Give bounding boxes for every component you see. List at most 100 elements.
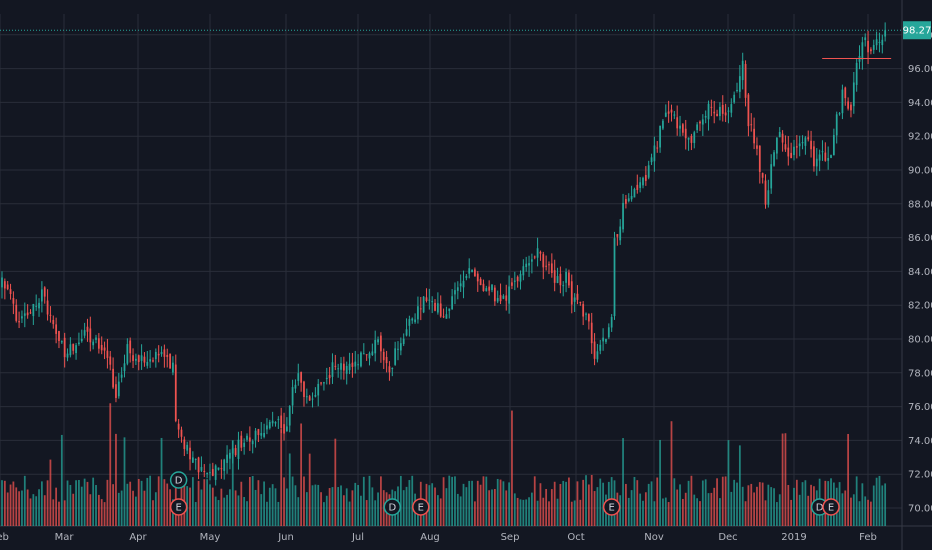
candle-body	[92, 341, 95, 346]
candle-body	[448, 308, 451, 311]
volume-bar	[881, 485, 884, 526]
volume-bar	[875, 477, 878, 526]
candle-body	[545, 265, 548, 267]
candle-body	[559, 273, 562, 286]
volume-bar	[491, 489, 493, 526]
dividend-marker[interactable]	[169, 471, 188, 489]
volume-bar	[197, 480, 200, 526]
candle-body	[821, 151, 824, 153]
volume-bar	[334, 438, 337, 526]
candle-body	[166, 354, 169, 357]
volume-bar	[795, 479, 798, 526]
candle-body	[43, 287, 46, 297]
x-tick-label: Nov	[644, 532, 664, 543]
candle-body	[493, 287, 496, 302]
volume-bar	[439, 498, 442, 526]
volume-bar	[43, 495, 46, 526]
volume-bar	[143, 490, 146, 526]
candle-body	[730, 104, 733, 113]
candle-body	[354, 361, 357, 367]
volume-bar	[508, 482, 510, 526]
candle-body	[288, 406, 291, 426]
candle-body	[565, 271, 567, 283]
volume-bar	[713, 487, 716, 526]
candle-body	[587, 314, 590, 322]
volume-bar	[320, 492, 322, 526]
volume-bar	[468, 480, 471, 526]
candle-body	[642, 177, 644, 186]
volume-bar	[66, 480, 69, 526]
volume-bar	[200, 489, 203, 526]
earnings-marker[interactable]	[412, 498, 430, 516]
volume-bar	[673, 478, 676, 526]
event-marker-label: E	[418, 503, 424, 514]
volume-bar	[644, 492, 647, 526]
volume-bar	[781, 433, 784, 526]
y-tick-label: 92.00	[908, 132, 932, 143]
volume-bar	[237, 495, 240, 526]
volume-bar	[9, 484, 12, 526]
candle-body	[214, 465, 217, 480]
volume-bar	[639, 493, 642, 526]
volume-bar	[240, 481, 243, 526]
candle-body	[266, 425, 268, 430]
volume-bar	[331, 487, 334, 526]
volume-bar	[653, 501, 656, 526]
candle-body	[340, 363, 342, 370]
candle-body	[129, 340, 132, 354]
volume-bar	[633, 476, 636, 526]
candle-body	[394, 348, 397, 365]
candle-body	[818, 154, 821, 161]
volume-bar	[325, 495, 328, 526]
candle-body	[770, 164, 773, 189]
volume-bar	[288, 453, 291, 526]
candle-body	[456, 287, 459, 291]
volume-bar	[408, 480, 411, 526]
candle-body	[220, 468, 223, 470]
earnings-marker[interactable]	[169, 498, 188, 516]
volume-bar	[664, 497, 667, 526]
volume-bar	[451, 476, 454, 526]
volume-bar	[268, 487, 271, 526]
dividend-marker[interactable]	[383, 498, 402, 516]
candle-body	[667, 111, 670, 114]
candle-body	[747, 94, 750, 127]
volume-bar	[573, 500, 576, 526]
volume-bar	[362, 476, 365, 526]
volume-bar	[716, 478, 718, 526]
candle-body	[693, 132, 696, 144]
candle-body	[58, 331, 60, 342]
candle-body	[405, 329, 408, 336]
earnings-marker[interactable]	[602, 498, 621, 516]
candle-body	[633, 188, 636, 198]
candle-body	[360, 352, 362, 367]
volume-bar	[596, 487, 599, 526]
volume-bar	[260, 494, 263, 526]
candle-body	[590, 322, 593, 344]
volume-bar	[160, 437, 163, 526]
candle-body	[636, 184, 639, 190]
volume-bar	[656, 477, 659, 526]
candle-body	[277, 418, 280, 420]
y-tick-label: 96.00	[908, 64, 932, 75]
candle-body	[143, 356, 146, 363]
volume-bar	[115, 433, 117, 526]
volume-bar	[254, 489, 257, 526]
volume-bar	[721, 476, 724, 526]
volume-bar	[314, 484, 317, 526]
candle-body	[550, 263, 553, 273]
volume-bar	[223, 497, 226, 526]
candle-body	[428, 299, 431, 301]
candle-body	[95, 337, 97, 340]
candle-body	[602, 337, 604, 342]
volume-bar	[858, 501, 861, 526]
earnings-marker[interactable]	[822, 498, 840, 516]
candle-body	[599, 344, 602, 351]
candle-body	[194, 459, 197, 461]
volume-bar	[206, 479, 209, 526]
candle-body	[855, 62, 858, 85]
volume-bar	[693, 494, 696, 526]
volume-bar	[593, 491, 596, 526]
volume-bar	[493, 489, 496, 526]
